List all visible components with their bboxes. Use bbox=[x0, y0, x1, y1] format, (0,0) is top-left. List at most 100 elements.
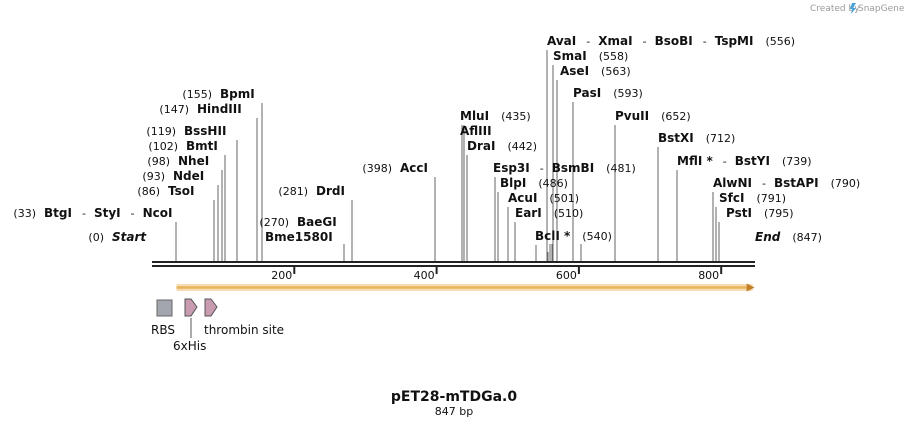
site-drai[interactable]: DraI (442) bbox=[467, 139, 537, 153]
site-name[interactable]: AlwNI bbox=[713, 176, 752, 190]
site-position: (652) bbox=[661, 110, 691, 123]
site-name[interactable]: PasI bbox=[573, 86, 601, 100]
map-length: 847 bp bbox=[435, 405, 473, 418]
site-name[interactable]: XmaI bbox=[598, 34, 632, 48]
site-name[interactable]: BpmI bbox=[220, 87, 255, 101]
site-acui[interactable]: AcuI (501) bbox=[508, 191, 579, 205]
site-pvuii[interactable]: PvuII (652) bbox=[615, 109, 691, 123]
site-name[interactable]: NheI bbox=[178, 154, 209, 168]
site-afliii[interactable]: AflIII bbox=[460, 124, 492, 138]
thrombin-arrow-icon[interactable] bbox=[204, 298, 218, 317]
site-bmti[interactable]: (102) BmtI bbox=[148, 139, 217, 153]
site-name[interactable]: AcuI bbox=[508, 191, 537, 205]
ruler-tick-label: 600 bbox=[556, 269, 577, 282]
site-bstxi[interactable]: BstXI (712) bbox=[658, 131, 735, 145]
site-name[interactable]: EarI bbox=[515, 206, 542, 220]
site-eari[interactable]: EarI (510) bbox=[515, 206, 583, 220]
site-name[interactable]: AseI bbox=[560, 64, 589, 78]
site-name[interactable]: NcoI bbox=[143, 206, 173, 220]
site-btgi[interactable]: (33) BtgI - StyI - NcoI bbox=[13, 206, 172, 220]
site-position: (593) bbox=[613, 87, 643, 100]
site-position: (501) bbox=[549, 192, 579, 205]
site-baegi[interactable]: (270) BaeGI bbox=[259, 215, 336, 229]
site-separator: - bbox=[131, 207, 135, 220]
site-position: (98) bbox=[147, 155, 170, 168]
site-name[interactable]: PvuII bbox=[615, 109, 649, 123]
site-name[interactable]: TsoI bbox=[168, 184, 194, 198]
site-tsoi[interactable]: (86) TsoI bbox=[137, 184, 194, 198]
site-name[interactable]: SfcI bbox=[719, 191, 744, 205]
site-name[interactable]: BstYI bbox=[735, 154, 770, 168]
site-position: (86) bbox=[137, 185, 160, 198]
site-sfci[interactable]: SfcI (791) bbox=[719, 191, 786, 205]
site-name[interactable]: TspMI bbox=[715, 34, 754, 48]
6xhis-arrow-icon[interactable] bbox=[184, 298, 198, 317]
map-title: pET28-mTDGa.0 bbox=[391, 389, 517, 405]
site-name[interactable]: MflI * bbox=[677, 154, 713, 168]
site-name[interactable]: End bbox=[755, 230, 781, 244]
site-hindiii[interactable]: (147) HindIII bbox=[159, 102, 241, 116]
site-alwni[interactable]: AlwNI - BstAPI (790) bbox=[713, 176, 860, 190]
site-name[interactable]: BstXI bbox=[658, 131, 694, 145]
site-position: (556) bbox=[765, 35, 795, 48]
site-asei[interactable]: AseI (563) bbox=[560, 64, 631, 78]
site-name[interactable]: AccI bbox=[400, 161, 428, 175]
site-name[interactable]: AflIII bbox=[460, 124, 492, 138]
site-name[interactable]: BsmBI bbox=[552, 161, 594, 175]
site-mfli[interactable]: MflI * - BstYI (739) bbox=[677, 154, 812, 168]
site-name[interactable]: MluI bbox=[460, 109, 489, 123]
site-name[interactable]: BlpI bbox=[500, 176, 526, 190]
site-position: (33) bbox=[13, 207, 36, 220]
site-name[interactable]: DrdI bbox=[316, 184, 345, 198]
site-mlui[interactable]: MluI (435) bbox=[460, 109, 531, 123]
site-name[interactable]: DraI bbox=[467, 139, 495, 153]
site-bme1580i[interactable]: Bme1580I bbox=[265, 230, 333, 244]
site-name[interactable]: NdeI bbox=[173, 169, 204, 183]
site-name[interactable]: BmtI bbox=[186, 139, 218, 153]
site-name[interactable]: BtgI bbox=[44, 206, 72, 220]
site-name[interactable]: Start bbox=[112, 230, 147, 244]
feature-rbs[interactable]: RBS bbox=[151, 299, 175, 337]
site-psti[interactable]: PstI (795) bbox=[726, 206, 794, 220]
site-drdi[interactable]: (281) DrdI bbox=[278, 184, 345, 198]
site-position: (563) bbox=[601, 65, 631, 78]
site-bpmi[interactable]: (155) BpmI bbox=[182, 87, 254, 101]
feature-thrombin-site[interactable]: thrombin site bbox=[204, 298, 284, 337]
orf-arrow[interactable] bbox=[176, 283, 755, 292]
rbs-box[interactable] bbox=[156, 299, 173, 317]
site-position: (102) bbox=[148, 140, 178, 153]
site-esp3i[interactable]: Esp3I - BsmBI (481) bbox=[493, 161, 636, 175]
site-name[interactable]: Esp3I bbox=[493, 161, 530, 175]
site-name[interactable]: AvaI bbox=[547, 34, 576, 48]
site-ndei[interactable]: (93) NdeI bbox=[142, 169, 204, 183]
site-name[interactable]: HindIII bbox=[197, 102, 242, 116]
site-name[interactable]: SmaI bbox=[553, 49, 587, 63]
site-bsshii[interactable]: (119) BssHII bbox=[146, 124, 226, 138]
site-position: (739) bbox=[782, 155, 812, 168]
site-avai[interactable]: AvaI - XmaI - BsoBI - TspMI (556) bbox=[547, 34, 795, 48]
site-end[interactable]: End (847) bbox=[755, 230, 822, 244]
site-smai[interactable]: SmaI (558) bbox=[553, 49, 628, 63]
site-name[interactable]: StyI bbox=[94, 206, 121, 220]
site-name[interactable]: BclI * bbox=[535, 229, 571, 243]
site-name[interactable]: BstAPI bbox=[774, 176, 819, 190]
site-name[interactable]: PstI bbox=[726, 206, 752, 220]
ruler-tick-label: 400 bbox=[414, 269, 435, 282]
feature-6xhis[interactable]: 6xHis bbox=[173, 298, 206, 353]
site-pasi[interactable]: PasI (593) bbox=[573, 86, 643, 100]
site-position: (712) bbox=[706, 132, 736, 145]
site-blpi[interactable]: BlpI (486) bbox=[500, 176, 568, 190]
site-name[interactable]: BsoBI bbox=[655, 34, 693, 48]
orf-arrowhead-icon bbox=[746, 283, 755, 292]
site-name[interactable]: Bme1580I bbox=[265, 230, 333, 244]
site-separator: - bbox=[82, 207, 86, 220]
site-name[interactable]: BaeGI bbox=[297, 215, 337, 229]
site-start[interactable]: (0) Start bbox=[88, 230, 147, 244]
site-bcli[interactable]: BclI * (540) bbox=[535, 229, 612, 243]
site-nhei[interactable]: (98) NheI bbox=[147, 154, 209, 168]
site-acci[interactable]: (398) AccI bbox=[362, 161, 428, 175]
site-position: (270) bbox=[259, 216, 289, 229]
site-name[interactable]: BssHII bbox=[184, 124, 226, 138]
